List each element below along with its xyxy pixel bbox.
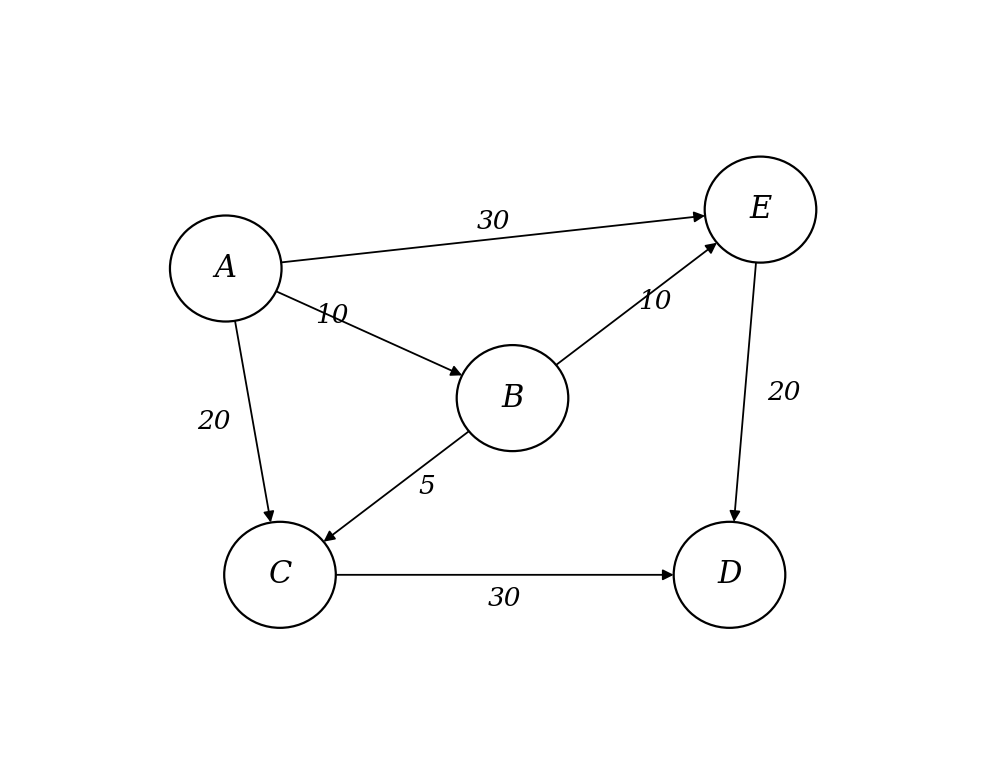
- Text: 10: 10: [315, 302, 348, 327]
- Ellipse shape: [674, 522, 785, 628]
- Text: E: E: [749, 194, 772, 225]
- Text: B: B: [501, 382, 524, 414]
- Text: 10: 10: [638, 289, 672, 314]
- Ellipse shape: [457, 345, 568, 451]
- Text: 5: 5: [419, 474, 436, 499]
- Text: 30: 30: [476, 209, 510, 234]
- Ellipse shape: [705, 157, 816, 262]
- Text: 20: 20: [767, 379, 801, 405]
- Text: A: A: [215, 253, 237, 284]
- Ellipse shape: [170, 216, 282, 321]
- Text: D: D: [717, 559, 742, 591]
- Text: 20: 20: [197, 409, 231, 435]
- Text: C: C: [268, 559, 292, 591]
- Text: 30: 30: [488, 586, 522, 611]
- Ellipse shape: [224, 522, 336, 628]
